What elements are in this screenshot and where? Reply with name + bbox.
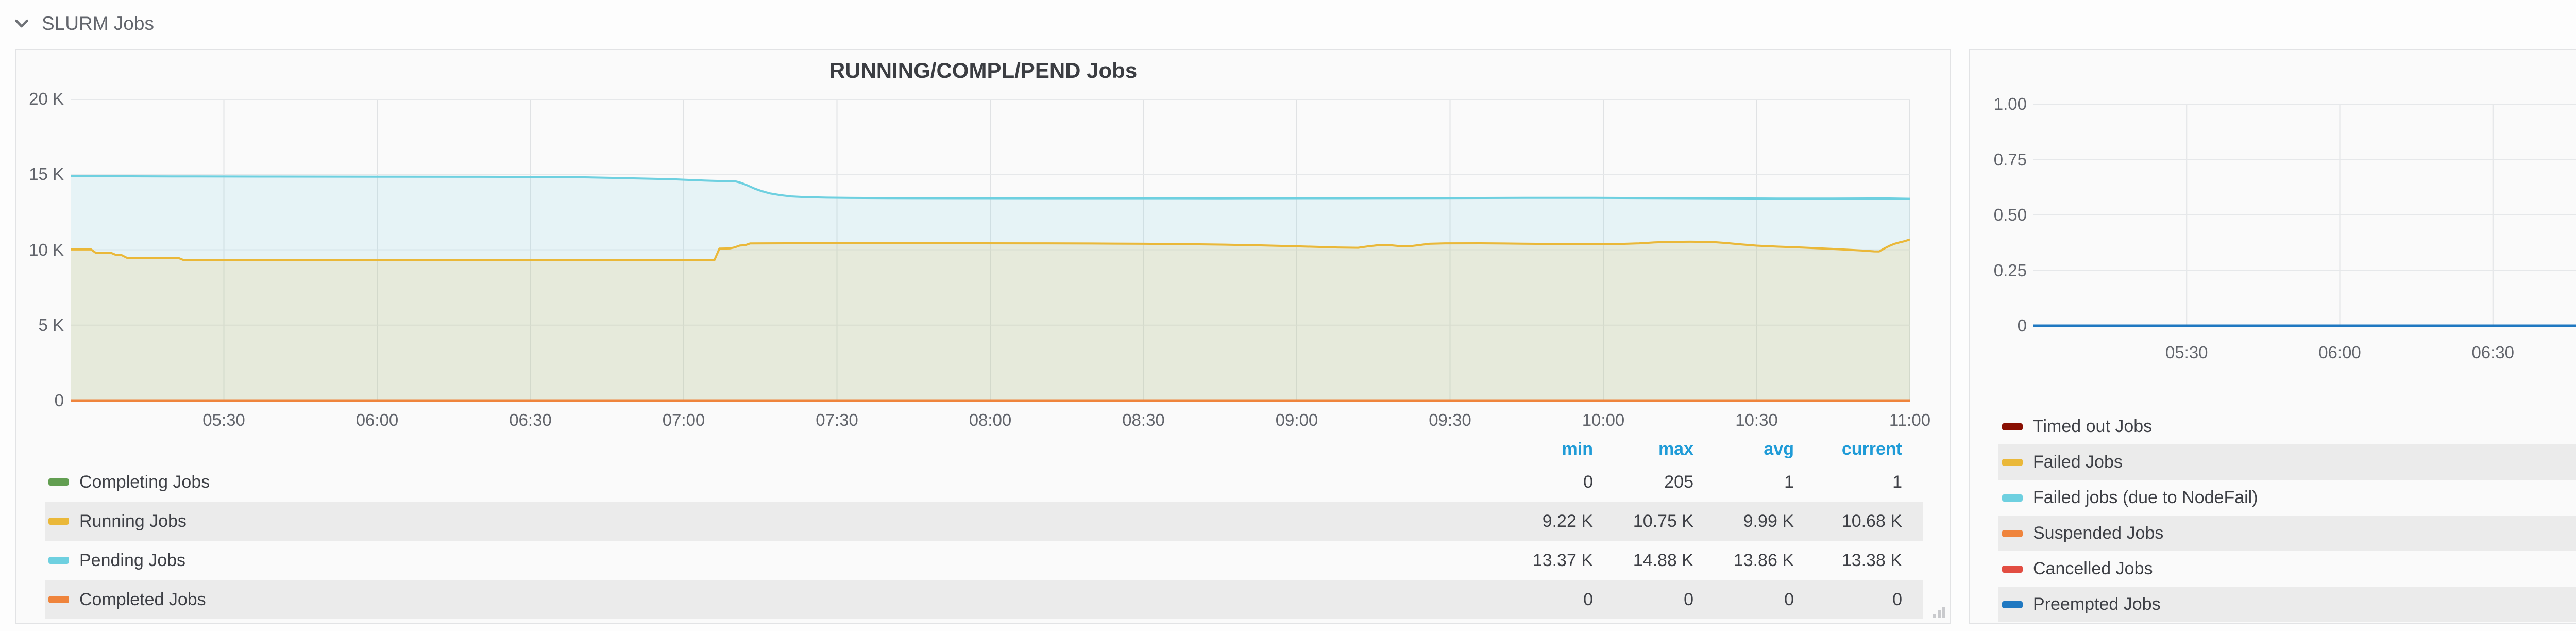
y-axis-tick-label: 0 bbox=[54, 391, 64, 410]
x-axis-tick-label: 10:30 bbox=[1735, 410, 1778, 429]
legend-item[interactable]: Completing Jobs bbox=[48, 462, 210, 502]
legend-item[interactable]: Cancelled Jobs bbox=[2002, 551, 2153, 587]
legend-series-swatch bbox=[48, 596, 69, 603]
legend-series-swatch bbox=[48, 478, 69, 486]
y-axis-tick-label: 15 K bbox=[29, 164, 64, 184]
x-axis-tick-label: 07:00 bbox=[662, 410, 705, 429]
legend-series-swatch bbox=[48, 557, 69, 564]
x-axis-tick-label: 06:00 bbox=[2318, 343, 2361, 362]
x-axis-tick-label: 07:30 bbox=[816, 410, 858, 429]
panel-fail-susp-canc-preempt-timedout-jobs: FAIL/SUSP/CANC/PREEMPT/TIMEDOUT Jobs min… bbox=[1969, 49, 2576, 624]
legend-item[interactable]: Pending Jobs bbox=[48, 541, 185, 580]
legend-min-value: 9.22 K bbox=[1542, 511, 1593, 531]
x-axis-tick-label: 09:30 bbox=[1429, 410, 1471, 429]
legend-series-swatch bbox=[2002, 458, 2023, 466]
legend-row: Running Jobs 9.22 K 10.75 K 9.99 K 10.68 K bbox=[45, 502, 1923, 541]
legend-row: Completed Jobs 0 0 0 0 bbox=[45, 580, 1923, 619]
x-axis-tick-label: 06:30 bbox=[509, 410, 552, 429]
x-axis-tick-label: 11:00 bbox=[1889, 410, 1931, 429]
y-axis-tick-label: 10 K bbox=[29, 240, 64, 259]
legend-item[interactable]: Running Jobs bbox=[48, 502, 187, 541]
legend-current-value: 13.38 K bbox=[1841, 551, 1902, 570]
y-axis-tick-label: 0.25 bbox=[1993, 260, 2027, 280]
legend-avg-value: 0 bbox=[1784, 590, 1794, 609]
legend-current-value: 0 bbox=[1892, 590, 1902, 609]
x-axis-tick-label: 08:00 bbox=[969, 410, 1012, 429]
legend-series-swatch bbox=[2002, 601, 2023, 608]
x-axis-tick-label: 09:00 bbox=[1275, 410, 1318, 429]
legend-min-value: 13.37 K bbox=[1532, 551, 1593, 570]
legend-series-name: Cancelled Jobs bbox=[2033, 559, 2153, 578]
legend-item[interactable]: Completed Jobs bbox=[48, 580, 206, 619]
legend-max-value: 205 bbox=[1664, 472, 1693, 492]
legend-item[interactable]: Failed Jobs bbox=[2002, 444, 2123, 480]
legend-max-value: 14.88 K bbox=[1633, 551, 1693, 570]
chevron-down-icon bbox=[13, 15, 30, 32]
legend-item[interactable]: Suspended Jobs bbox=[2002, 516, 2163, 551]
legend-series-name: Completing Jobs bbox=[79, 472, 210, 492]
legend-column-header-avg[interactable]: avg bbox=[1764, 439, 1794, 459]
legend-column-header-min[interactable]: min bbox=[1562, 439, 1593, 459]
legend-max-value: 0 bbox=[1684, 590, 1693, 609]
x-axis-tick-label: 08:30 bbox=[1122, 410, 1165, 429]
legend-max-value: 10.75 K bbox=[1633, 511, 1693, 531]
x-axis-tick-label: 06:00 bbox=[355, 410, 399, 429]
dashboard-row-header[interactable]: SLURM Jobs bbox=[13, 7, 154, 40]
y-axis-tick-label: 1.00 bbox=[1993, 94, 2027, 113]
y-axis-tick-label: 0.50 bbox=[1993, 205, 2027, 224]
legend-series-swatch bbox=[2002, 423, 2023, 430]
panel-title[interactable]: RUNNING/COMPL/PEND Jobs bbox=[829, 58, 1138, 82]
legend-current-value: 1 bbox=[1892, 472, 1902, 492]
legend-avg-value: 13.86 K bbox=[1733, 551, 1794, 570]
legend-series-swatch bbox=[2002, 565, 2023, 573]
x-axis-tick-label: 06:30 bbox=[2471, 343, 2515, 362]
resize-grip-icon bbox=[1933, 607, 1945, 618]
legend-series-swatch bbox=[2002, 529, 2023, 537]
legend-series-name: Completed Jobs bbox=[79, 589, 206, 609]
legend-item[interactable]: Preempted Jobs bbox=[2002, 587, 2161, 622]
panel-resize-handle[interactable] bbox=[1930, 603, 1947, 620]
legend-current-value: 10.68 K bbox=[1841, 511, 1902, 531]
legend-avg-value: 9.99 K bbox=[1743, 511, 1794, 531]
time-series-chart[interactable] bbox=[70, 99, 1910, 402]
time-series-chart[interactable] bbox=[2033, 104, 2576, 327]
legend-series-name: Running Jobs bbox=[79, 511, 187, 531]
x-axis-tick-label: 05:30 bbox=[202, 410, 245, 429]
panel-running-compl-pend-jobs: RUNNING/COMPL/PEND Jobs min max avg current… bbox=[15, 49, 1951, 624]
legend-series-name: Failed Jobs bbox=[2033, 452, 2123, 472]
legend-series-name: Preempted Jobs bbox=[2033, 594, 2161, 614]
legend-avg-value: 1 bbox=[1784, 472, 1794, 492]
legend-series-name: Suspended Jobs bbox=[2033, 523, 2164, 543]
legend-item[interactable]: Timed out Jobs bbox=[2002, 409, 2152, 444]
legend-series-name: Failed jobs (due to NodeFail) bbox=[2033, 488, 2258, 507]
legend-column-header-current[interactable]: current bbox=[1841, 439, 1902, 459]
y-axis-tick-label: 0 bbox=[2017, 316, 2027, 335]
legend-series-name: Timed out Jobs bbox=[2033, 417, 2153, 436]
x-axis-tick-label: 05:30 bbox=[2165, 343, 2208, 362]
legend-column-header-max[interactable]: max bbox=[1658, 439, 1693, 459]
x-axis-tick-label: 10:00 bbox=[1582, 410, 1625, 429]
legend-min-value: 0 bbox=[1583, 590, 1593, 609]
row-title: SLURM Jobs bbox=[42, 13, 154, 34]
y-axis-tick-label: 5 K bbox=[38, 315, 64, 335]
panel-title[interactable]: FAIL/SUSP/CANC/PREEMPT/TIMEDOUT Jobs bbox=[1970, 58, 2576, 83]
legend-min-value: 0 bbox=[1583, 472, 1593, 492]
legend-series-name: Pending Jobs bbox=[79, 550, 186, 570]
legend-series-swatch bbox=[2002, 494, 2023, 502]
legend-row: Pending Jobs 13.37 K 14.88 K 13.86 K 13.38 K bbox=[45, 541, 1923, 580]
legend-series-swatch bbox=[48, 518, 69, 525]
y-axis-tick-label: 20 K bbox=[29, 89, 64, 108]
legend-item[interactable]: Failed jobs (due to NodeFail) bbox=[2002, 480, 2258, 516]
legend-row: Completing Jobs 0 205 1 1 bbox=[45, 462, 1923, 502]
y-axis-tick-label: 0.75 bbox=[1993, 150, 2027, 169]
